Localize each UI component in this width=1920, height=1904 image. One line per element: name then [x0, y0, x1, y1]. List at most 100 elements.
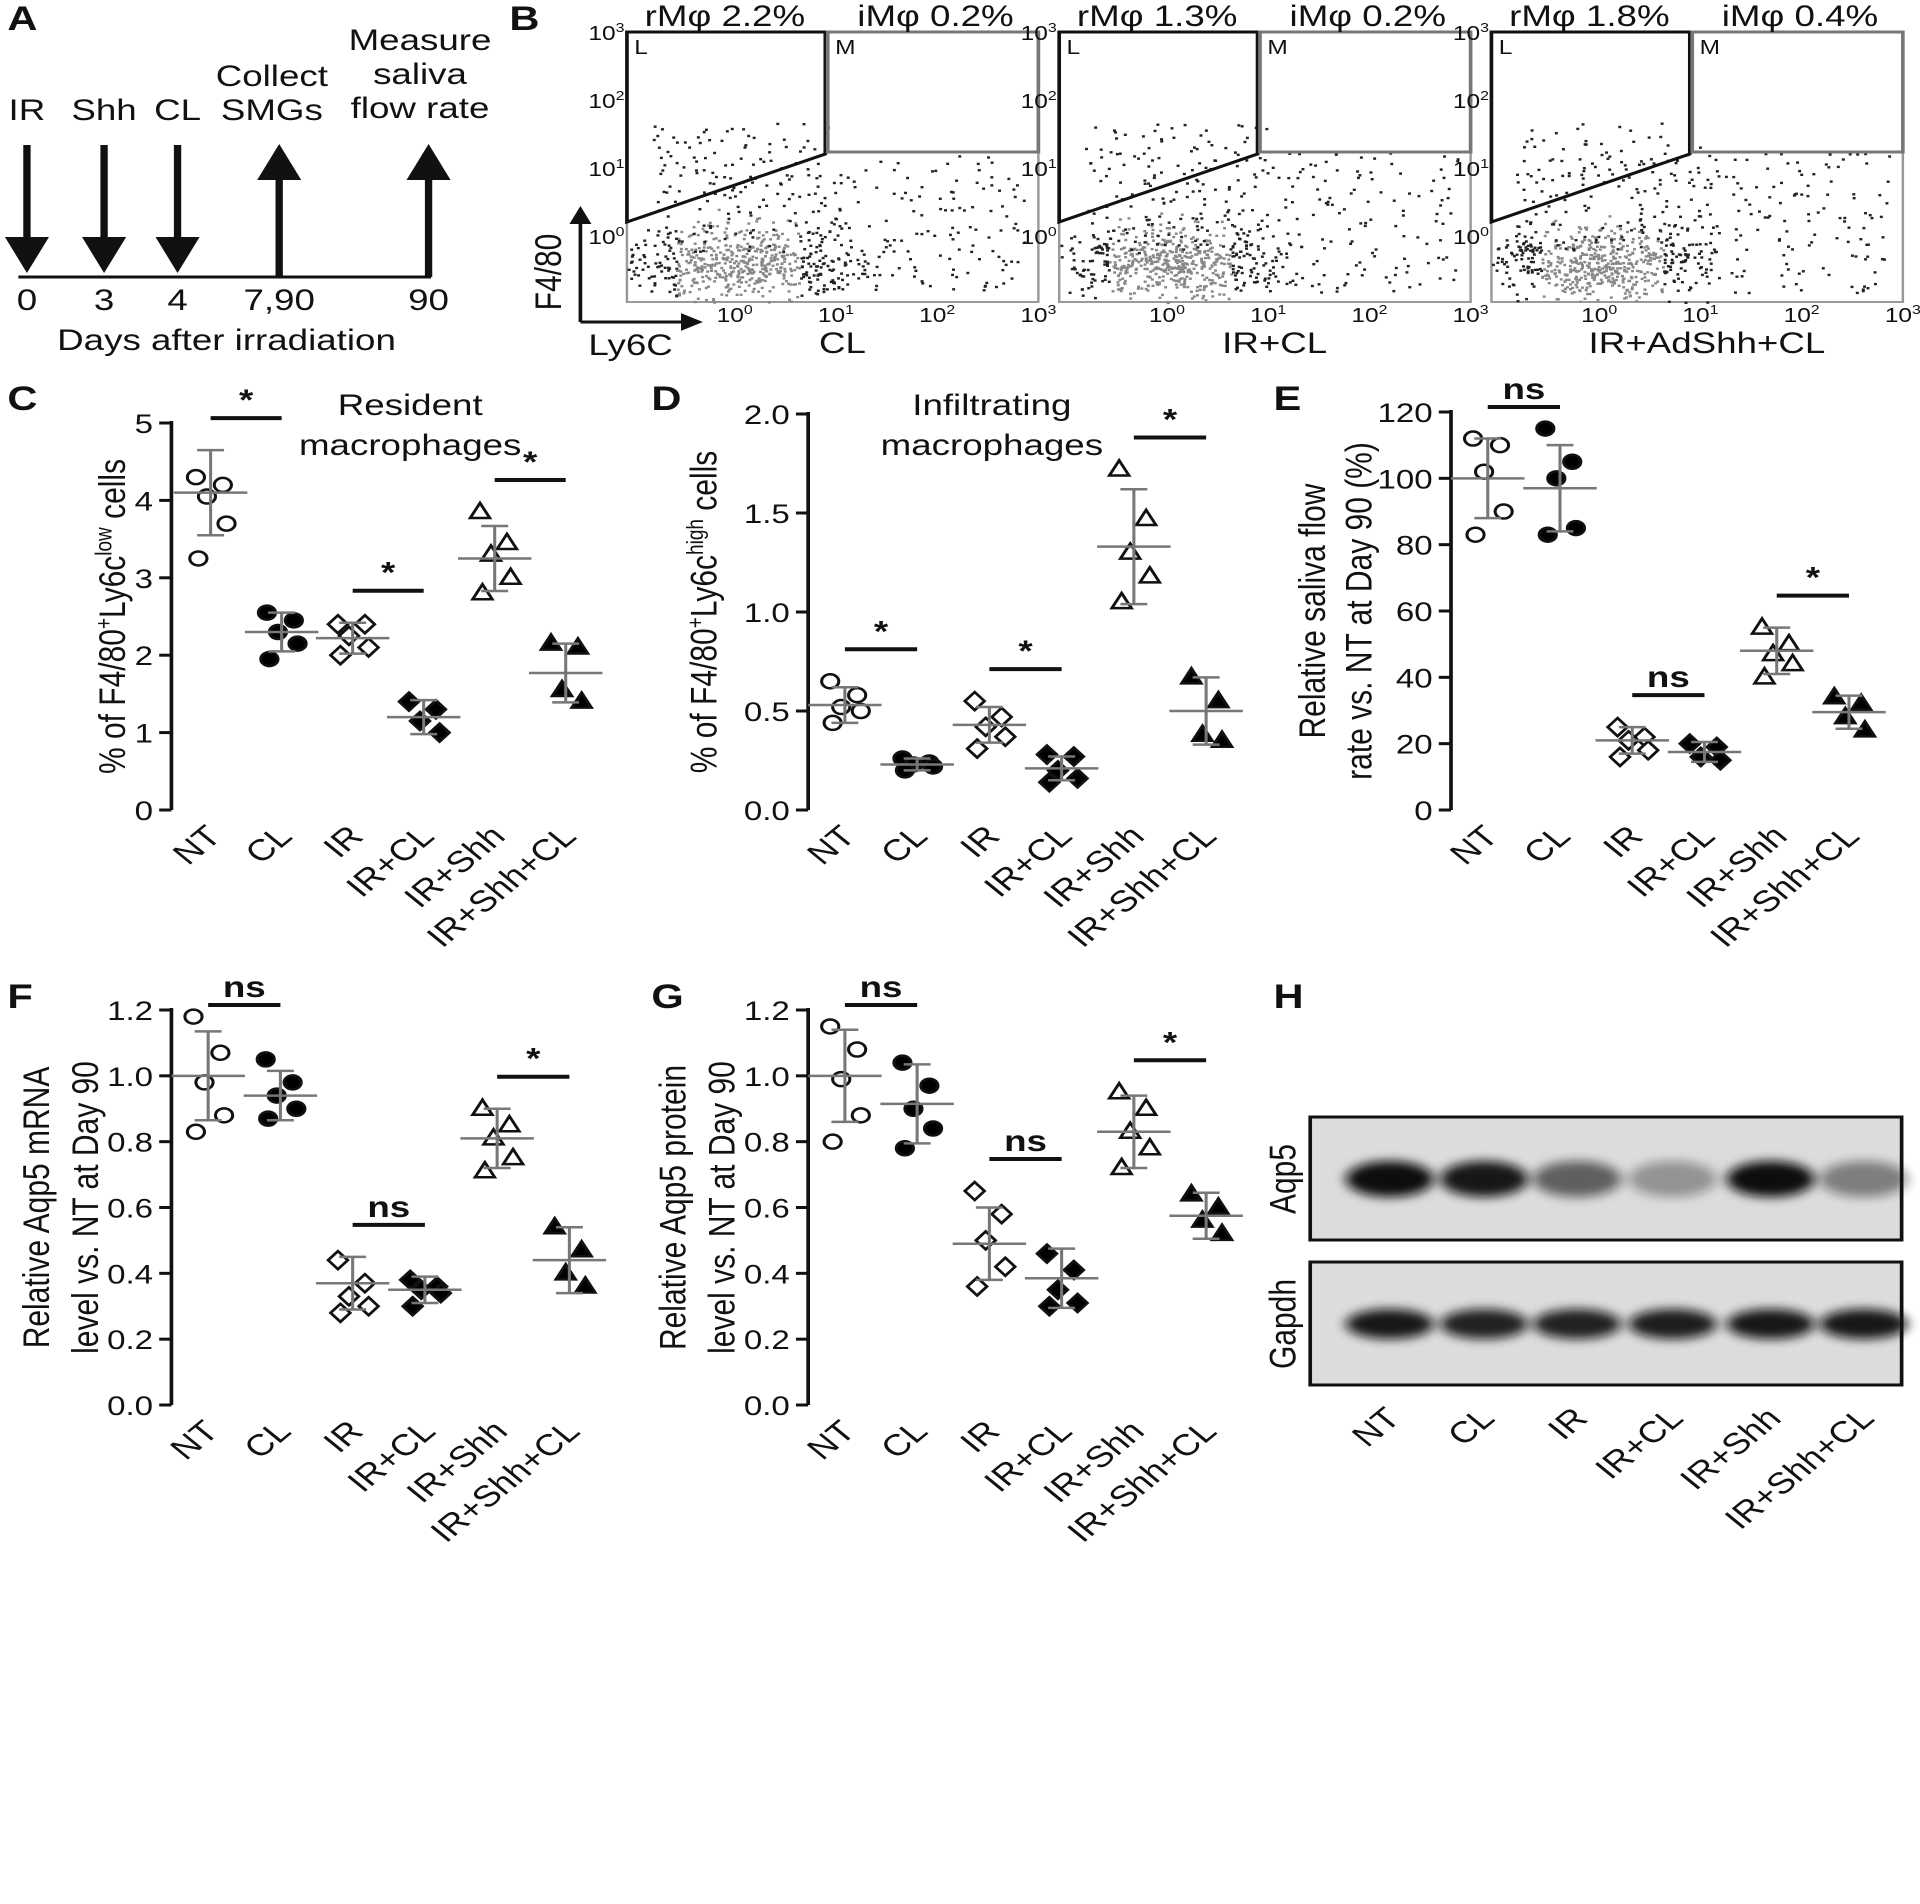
cell-dot: [656, 266, 659, 268]
cell-dot: [784, 244, 787, 246]
cell-dot: [824, 205, 827, 207]
cell-dot: [1517, 246, 1520, 248]
cell-dot: [1286, 233, 1289, 235]
cell-dot: [1267, 277, 1270, 279]
cell-dot: [1235, 288, 1238, 290]
cell-dot: [1119, 181, 1122, 183]
cell-dot: [1131, 253, 1134, 255]
cell-dot: [1163, 251, 1166, 253]
cell-dot: [659, 262, 662, 264]
cell-dot: [1608, 276, 1611, 278]
cell-dot: [1440, 168, 1443, 170]
cell-dot: [1227, 263, 1230, 265]
cell-dot: [1664, 262, 1667, 264]
cell-dot: [1674, 224, 1677, 226]
cell-dot: [752, 164, 755, 166]
cell-dot: [1619, 242, 1622, 244]
tick-exp: 0: [744, 303, 753, 317]
cell-dot: [764, 247, 767, 249]
cell-dot: [1269, 290, 1272, 292]
cell-dot: [1169, 240, 1172, 242]
cell-dot: [1843, 217, 1846, 219]
cell-dot: [1131, 255, 1134, 257]
cell-dot: [1160, 140, 1163, 142]
cell-dot: [1750, 213, 1753, 215]
data-point: [1567, 521, 1584, 535]
cell-dot: [1585, 227, 1588, 229]
cell-dot: [1555, 194, 1558, 196]
cell-dot: [1542, 262, 1545, 264]
cell-dot: [834, 192, 837, 194]
data-point: [501, 569, 521, 584]
x-tick-label: NT: [1443, 820, 1506, 872]
cell-dot: [1170, 127, 1173, 129]
cell-dot: [1684, 253, 1687, 255]
cell-dot: [1496, 262, 1499, 264]
cell-dot: [1605, 277, 1608, 279]
x-tick-label: IR: [316, 820, 371, 865]
cell-dot: [745, 281, 748, 283]
cell-dot: [998, 190, 1001, 192]
cell-dot: [1208, 279, 1211, 281]
tick-base: 10: [919, 304, 946, 326]
cell-dot: [991, 162, 994, 164]
cell-dot: [833, 223, 836, 225]
cell-dot: [867, 262, 870, 264]
cell-dot: [1219, 284, 1222, 286]
cell-dot: [1582, 123, 1585, 125]
data-point: [1755, 668, 1775, 683]
cell-dot: [711, 172, 714, 174]
cell-dot: [1679, 216, 1682, 218]
cell-dot: [1442, 258, 1445, 260]
cell-dot: [1629, 130, 1632, 132]
cell-dot: [1246, 234, 1249, 236]
cell-dot: [900, 240, 903, 242]
cell-dot: [1673, 281, 1676, 283]
cell-dot: [1837, 166, 1840, 168]
cell-dot: [790, 175, 793, 177]
y-tick-label: 1.5: [744, 500, 790, 530]
significance-label: ns: [1502, 373, 1545, 406]
cell-dot: [1117, 275, 1120, 277]
cell-dot: [1716, 170, 1719, 172]
cell-dot: [1285, 253, 1288, 255]
cell-dot: [720, 293, 723, 295]
cell-dot: [1604, 237, 1607, 239]
cell-dot: [1238, 266, 1241, 268]
cell-dot: [703, 243, 706, 245]
x-tick-label: NT: [800, 820, 863, 872]
cell-dot: [1590, 195, 1593, 197]
cell-dot: [1710, 252, 1713, 254]
cell-dot: [1659, 183, 1662, 185]
cell-dot: [1118, 279, 1121, 281]
cell-dot: [1597, 236, 1600, 238]
cell-dot: [1557, 228, 1560, 230]
cell-dot: [1641, 232, 1644, 234]
cell-dot: [1133, 292, 1136, 294]
cell-dot: [1250, 269, 1253, 271]
cell-dot: [873, 274, 876, 276]
cell-dot: [1243, 192, 1246, 194]
cell-dot: [1436, 213, 1439, 215]
data-point: [1467, 528, 1484, 542]
cell-dot: [1575, 284, 1578, 286]
cell-dot: [1836, 237, 1839, 239]
data-point: [355, 615, 375, 633]
cell-dot: [1271, 260, 1274, 262]
cell-dot: [1573, 267, 1576, 269]
cell-dot: [1162, 275, 1165, 277]
cell-dot: [1654, 254, 1657, 256]
cell-dot: [751, 259, 754, 261]
cell-dot: [1234, 151, 1237, 153]
cell-dot: [1608, 266, 1611, 268]
cell-dot: [1196, 272, 1199, 274]
tick-base: 10: [588, 226, 615, 248]
cell-dot: [748, 284, 751, 286]
cell-dot: [1069, 292, 1072, 294]
cell-dot: [1192, 263, 1195, 265]
cell-dot: [1535, 213, 1538, 215]
cell-dot: [1847, 241, 1850, 243]
data-point: [1037, 746, 1057, 764]
cell-dot: [744, 186, 747, 188]
cell-dot: [1112, 290, 1115, 292]
